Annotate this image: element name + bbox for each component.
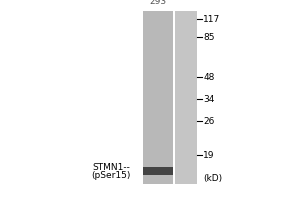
Text: 26: 26 [203,116,215,126]
Text: 48: 48 [203,72,215,82]
Text: 85: 85 [203,32,215,42]
Bar [142,167,172,175]
Text: (kD): (kD) [203,174,223,184]
Text: 34: 34 [203,95,215,104]
Text: 293: 293 [149,0,166,6]
Bar [175,11,197,184]
Text: 19: 19 [203,151,215,160]
Text: (pSer15): (pSer15) [91,171,130,180]
Text: 117: 117 [203,15,221,23]
Text: STMN1--: STMN1-- [93,163,130,172]
Bar [142,11,172,184]
